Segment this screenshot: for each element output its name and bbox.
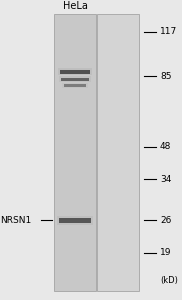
Text: 26: 26 — [160, 216, 171, 225]
Bar — [62, 83, 88, 88]
Text: HeLa: HeLa — [63, 1, 87, 11]
Bar — [61, 78, 89, 80]
Text: 48: 48 — [160, 142, 171, 151]
Text: NRSN1: NRSN1 — [0, 216, 31, 225]
Text: 34: 34 — [160, 175, 171, 184]
Bar — [57, 216, 93, 225]
Bar — [54, 14, 96, 291]
Text: (kD): (kD) — [160, 276, 178, 285]
Bar — [60, 70, 90, 74]
Bar — [59, 218, 91, 223]
Bar — [97, 14, 139, 291]
Bar — [64, 84, 86, 87]
Text: 85: 85 — [160, 72, 171, 81]
Text: 19: 19 — [160, 248, 171, 257]
Bar — [58, 68, 92, 76]
Bar — [59, 76, 91, 82]
Text: 117: 117 — [160, 27, 177, 36]
